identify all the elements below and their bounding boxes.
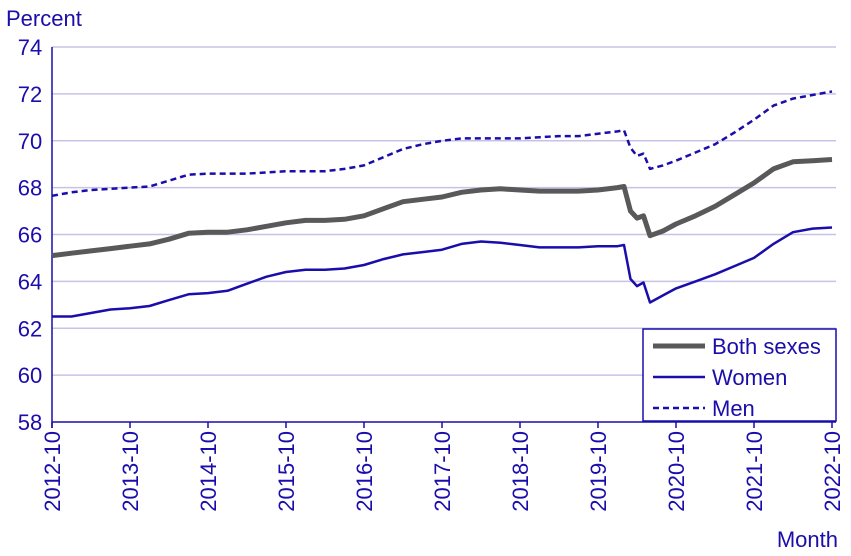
x-tick-label: 2020-10 [664, 431, 689, 512]
y-tick-label: 64 [18, 269, 42, 294]
legend-box [642, 328, 837, 422]
series-line-men [51, 90, 833, 198]
y-tick-label: 62 [18, 316, 42, 341]
y-tick-label: 72 [18, 82, 42, 107]
x-axis-label: Month [777, 527, 838, 552]
x-tick-label: 2019-10 [586, 431, 611, 512]
y-axis-ticks: 58 60 62 64 66 68 70 72 74 [18, 35, 42, 435]
series-line-both-sexes [51, 157, 833, 259]
x-tick-label: 2014-10 [196, 431, 221, 512]
series-lines [51, 90, 833, 318]
y-tick-label: 58 [18, 410, 42, 435]
x-tick-label: 2013-10 [118, 431, 143, 512]
y-tick-label: 70 [18, 129, 42, 154]
y-axis-label: Percent [6, 6, 82, 31]
y-tick-label: 74 [18, 35, 42, 60]
legend-label: Men [712, 396, 755, 421]
y-tick-label: 68 [18, 176, 42, 201]
legend-label: Both sexes [712, 334, 821, 359]
x-tick-label: 2016-10 [352, 431, 377, 512]
x-tick-label: 2012-10 [40, 431, 65, 512]
series-line-women [52, 226, 833, 318]
x-tick-label: 2018-10 [508, 431, 533, 512]
x-tick-label: 2021-10 [742, 431, 767, 512]
x-axis-ticks: 2012-10 2013-10 2014-10 2015-10 2016-10 2017-… [40, 422, 845, 512]
x-tick-label: 2022-10 [820, 431, 845, 512]
y-tick-label: 66 [18, 223, 42, 248]
legend: Both sexes Women Men [642, 328, 837, 422]
legend-label: Women [712, 365, 787, 390]
x-tick-label: 2017-10 [430, 431, 455, 512]
x-tick-label: 2015-10 [274, 431, 299, 512]
y-tick-label: 60 [18, 363, 42, 388]
